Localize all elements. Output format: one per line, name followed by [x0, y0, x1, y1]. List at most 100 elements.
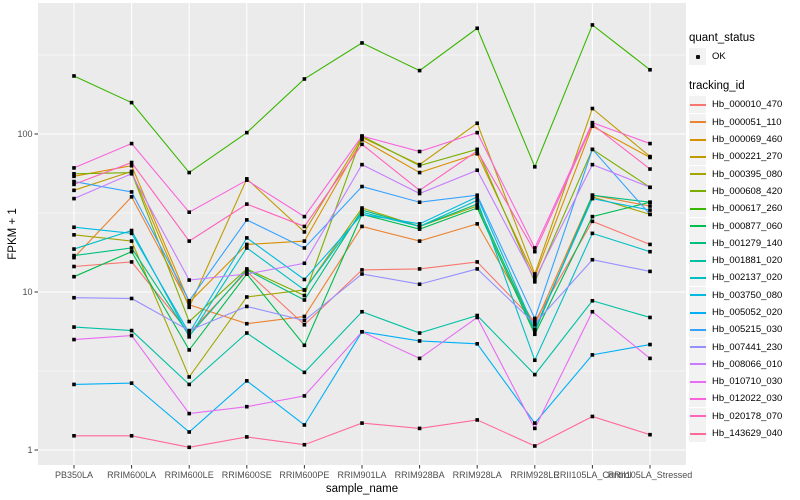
y-tick-label: 100: [17, 129, 32, 139]
data-point: [72, 253, 76, 258]
legend-key: [689, 113, 706, 131]
legend-item-label: Hb_002137_020: [712, 272, 783, 284]
data-point: [417, 222, 422, 226]
data-point: [245, 268, 249, 272]
data-point: [187, 298, 191, 303]
data-point: [533, 426, 537, 431]
data-point: [302, 293, 307, 298]
legend-key: [689, 148, 706, 166]
data-point: [129, 249, 134, 254]
data-point: [129, 433, 134, 438]
data-point: [302, 261, 307, 266]
data-point: [245, 379, 249, 383]
legend-item-label: Hb_001279_140: [712, 237, 783, 249]
legend-item-label: Hb_010710_030: [712, 376, 783, 388]
series-color-swatch-icon: [689, 225, 706, 228]
series-color-swatch-icon: [689, 311, 706, 314]
legend-key: [689, 425, 706, 443]
data-point: [187, 411, 191, 416]
data-point: [533, 372, 537, 377]
data-point: [245, 435, 249, 439]
data-point: [72, 233, 76, 237]
data-point: [533, 332, 537, 337]
data-point: [590, 257, 595, 262]
data-point: [187, 302, 191, 307]
x-axis-title: sample_name: [325, 483, 399, 495]
legend-item-Hb_000221_270: Hb_000221_270: [689, 148, 799, 166]
legend-item-label: OK: [712, 51, 726, 63]
legend-item-Hb_000069_460: Hb_000069_460: [689, 131, 799, 149]
data-point: [475, 151, 479, 156]
data-point: [187, 445, 191, 450]
legend-item-Hb_005052_020: Hb_005052_020: [689, 304, 799, 321]
data-point: [533, 277, 537, 282]
legend-key: [689, 200, 706, 218]
data-point: [187, 382, 191, 387]
data-point: [417, 267, 422, 271]
legend-item-label: Hb_000608_420: [712, 185, 783, 197]
data-point: [245, 272, 249, 276]
data-point: [302, 214, 307, 219]
legend-item-Hb_010710_030: Hb_010710_030: [689, 373, 799, 391]
legend-key: [689, 321, 706, 339]
data-point: [72, 179, 76, 184]
data-point: [590, 147, 595, 152]
data-point: [533, 316, 537, 321]
data-point: [302, 343, 307, 348]
series-color-swatch-icon: [689, 415, 706, 418]
data-point: [475, 206, 479, 210]
legend-item-label: Hb_001881_020: [712, 255, 783, 267]
data-point: [187, 331, 191, 335]
y-axis-title: FPKM + 1: [7, 208, 19, 260]
series-color-swatch-icon: [689, 276, 706, 279]
data-point: [533, 444, 537, 448]
series-color-swatch-icon: [689, 190, 706, 193]
data-point: [129, 171, 134, 176]
data-point: [417, 149, 422, 154]
data-point: [129, 231, 134, 236]
data-point: [72, 325, 76, 329]
legend-item-Hb_002137_020: Hb_002137_020: [689, 269, 799, 287]
data-point: [129, 100, 134, 105]
data-point: [72, 337, 76, 342]
data-point: [590, 162, 595, 167]
y-tick-label: 1: [27, 445, 32, 455]
legend-item-Hb_143629_040: Hb_143629_040: [689, 425, 799, 443]
data-point: [245, 202, 249, 206]
data-point: [533, 272, 537, 276]
series-color-swatch-icon: [689, 259, 706, 262]
series-color-swatch-icon: [689, 242, 706, 245]
data-point: [129, 246, 134, 250]
data-point: [648, 141, 652, 146]
data-point: [533, 358, 537, 363]
data-point: [187, 328, 191, 333]
legend-key: [689, 390, 706, 408]
legend-item-Hb_001279_140: Hb_001279_140: [689, 234, 799, 252]
data-point: [417, 224, 422, 229]
data-point: [187, 319, 191, 324]
legend-item-Hb_000010_470: Hb_000010_470: [689, 96, 799, 114]
data-point: [302, 442, 307, 447]
legend-key: [689, 131, 706, 149]
legend-key: [689, 217, 706, 235]
data-point: [648, 356, 652, 361]
data-point: [360, 184, 364, 189]
x-tick-label: RRIM928BA: [395, 470, 445, 480]
data-point: [590, 196, 595, 201]
legend-item-label: Hb_007441_230: [712, 341, 783, 353]
data-point: [302, 288, 307, 292]
data-point: [129, 381, 134, 385]
data-point: [129, 260, 134, 264]
data-point: [648, 212, 652, 217]
data-point: [648, 67, 652, 72]
data-point: [648, 167, 652, 171]
legend-item-Hb_003750_080: Hb_003750_080: [689, 286, 799, 304]
data-point: [648, 269, 652, 274]
data-point: [302, 239, 307, 243]
data-point: [187, 210, 191, 214]
data-point: [417, 227, 422, 231]
data-point: [360, 224, 364, 229]
data-point: [648, 204, 652, 208]
legend-item-Hb_008066_010: Hb_008066_010: [689, 355, 799, 373]
x-tick-label: RRII105LA_Stressed: [608, 470, 693, 480]
